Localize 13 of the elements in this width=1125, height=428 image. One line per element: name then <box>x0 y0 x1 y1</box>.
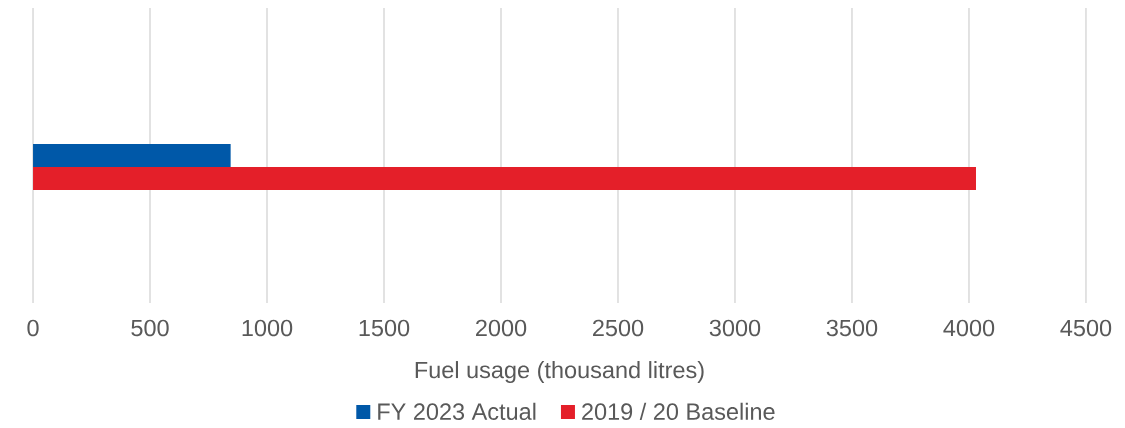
legend-label: FY 2023 Actual <box>378 402 536 420</box>
x-axis-title: Fuel usage (thousand litres) <box>415 361 704 383</box>
x-tick-label: 0 <box>27 319 39 337</box>
x-tick-label: 3000 <box>709 319 761 337</box>
x-tick-label: 2000 <box>476 319 527 337</box>
x-tick-label: 4500 <box>1060 319 1112 337</box>
x-tick-label: 1500 <box>359 319 410 337</box>
x-tick-label: 500 <box>131 319 169 337</box>
x-tick-label: 1000 <box>242 319 293 337</box>
x-tick-label: 3500 <box>826 319 878 337</box>
x-tick-label: 4000 <box>943 319 995 337</box>
x-tick-label: 2500 <box>593 319 644 337</box>
legend-label: 2019 / 20 Baseline <box>582 402 775 420</box>
